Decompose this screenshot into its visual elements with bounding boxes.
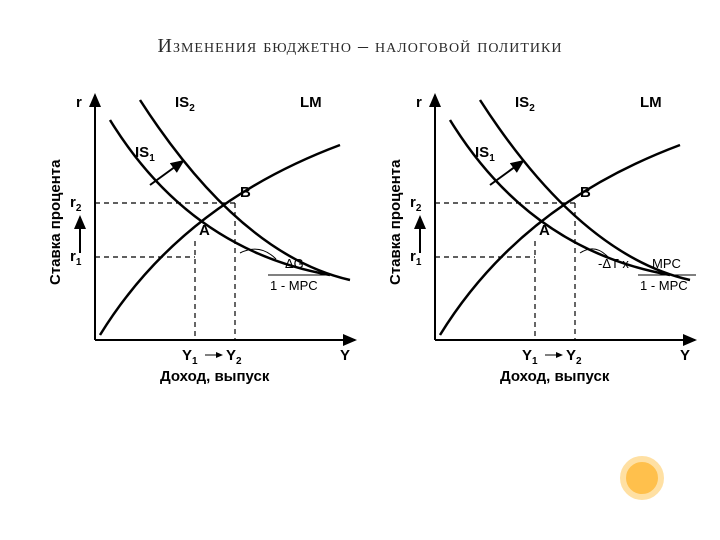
lm-label: LM: [640, 94, 662, 111]
svg-text:1 - MPC: 1 - MPC: [270, 278, 318, 293]
y-axis-label: Y: [340, 347, 350, 364]
lm-curve: [440, 145, 680, 335]
r-label: r: [416, 94, 422, 111]
panel-left: A B LM IS1 IS2 r Y Ставка процента Доход…: [40, 85, 360, 410]
shift-arrow: [490, 161, 523, 185]
r2-tick: r2: [70, 194, 82, 214]
y1-tick: Y1: [522, 347, 538, 367]
svg-text:ΔG: ΔG: [285, 256, 304, 271]
point-a: A: [539, 222, 550, 239]
shift-arrow: [150, 161, 183, 185]
is2-label: IS2: [515, 94, 535, 114]
islm-diagram-right: A B LM IS1 IS2 r Y Ставка процента Доход…: [380, 85, 710, 405]
islm-diagram-left: A B LM IS1 IS2 r Y Ставка процента Доход…: [40, 85, 360, 405]
lm-curve: [100, 145, 340, 335]
point-b: B: [240, 184, 251, 201]
lm-label: LM: [300, 94, 322, 111]
svg-text:1 - MPC: 1 - MPC: [640, 278, 688, 293]
r-label: r: [76, 94, 82, 111]
decorative-dot-icon: [620, 456, 664, 500]
y2-tick: Y2: [566, 347, 582, 367]
r2-tick: r2: [410, 194, 422, 214]
page-title: Изменения бюджетно – налоговой политики: [0, 35, 720, 58]
xlabel: Доход, выпуск: [160, 368, 270, 385]
y-axis-label: Y: [680, 347, 690, 364]
svg-text:-ΔT x: -ΔT x: [598, 256, 629, 271]
shift-formula: -ΔT x MPC 1 - MPC: [598, 256, 696, 293]
ylabel: Ставка процента: [47, 159, 64, 285]
svg-text:MPC: MPC: [652, 256, 681, 271]
ylabel: Ставка процента: [387, 159, 404, 285]
point-b: B: [580, 184, 591, 201]
y1-tick: Y1: [182, 347, 198, 367]
panel-right: A B LM IS1 IS2 r Y Ставка процента Доход…: [380, 85, 710, 410]
is2-label: IS2: [175, 94, 195, 114]
xlabel: Доход, выпуск: [500, 368, 610, 385]
y2-tick: Y2: [226, 347, 242, 367]
point-a: A: [199, 222, 210, 239]
